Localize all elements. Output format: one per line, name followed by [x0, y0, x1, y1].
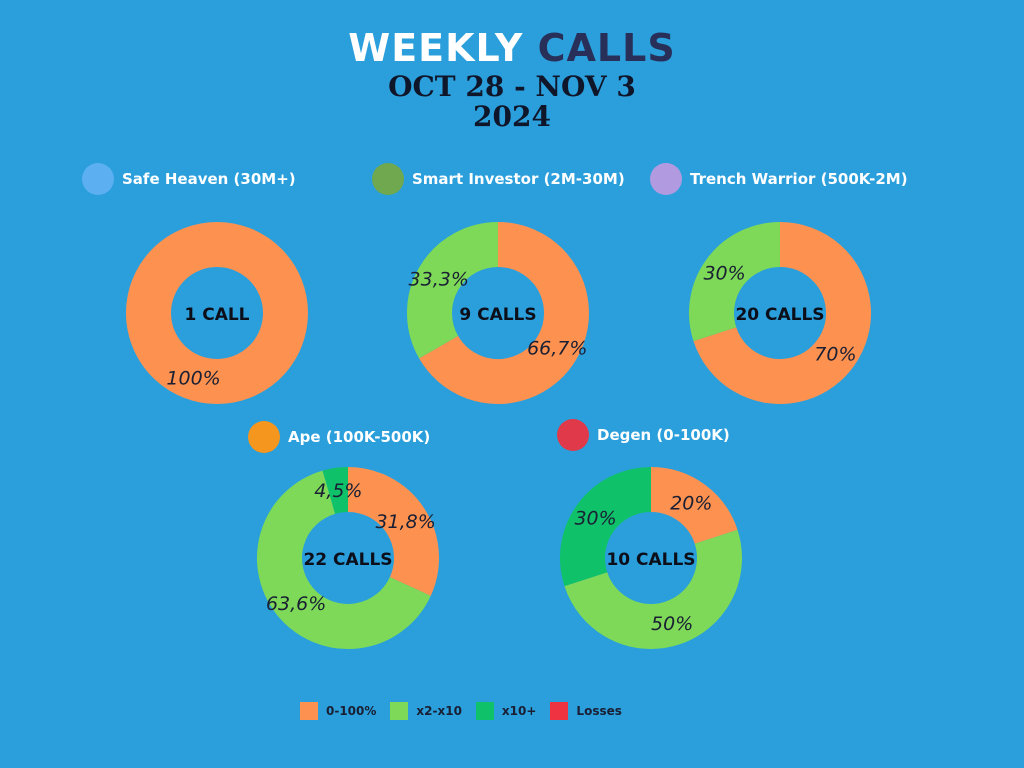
slice-label: 30%: [703, 263, 745, 285]
category-smart-investor: Smart Investor (2M-30M): [372, 163, 625, 195]
donut-slice: [257, 470, 431, 649]
slice-label: 66,7%: [527, 337, 587, 359]
category-dot: [82, 163, 114, 195]
legend-item: 0-100%: [300, 702, 376, 720]
category-label: Ape (100K-500K): [288, 428, 431, 446]
slice-label: 31,8%: [375, 511, 435, 533]
legend-swatch: [475, 702, 494, 720]
legend-item: x2-x10: [390, 702, 462, 720]
slice-label: 63,6%: [266, 593, 326, 615]
donut-center-label: 9 CALLS: [459, 305, 536, 325]
donut-slice: [693, 222, 871, 404]
title-part2: CALLS: [537, 26, 676, 70]
title-part1: WEEKLY: [348, 26, 524, 70]
legend-label: x2-x10: [416, 704, 462, 718]
slice-label: 50%: [651, 613, 693, 635]
category-label: Smart Investor (2M-30M): [412, 170, 625, 188]
category-degen: Degen (0-100K): [557, 419, 730, 451]
legend-label: x10+: [501, 704, 537, 718]
donut-slice: [564, 529, 742, 649]
category-dot: [557, 419, 589, 451]
category-label: Degen (0-100K): [597, 426, 730, 444]
slice-label: 4,5%: [314, 480, 362, 502]
category-dot: [372, 163, 404, 195]
donut-slice: [407, 222, 500, 359]
year: 2024: [473, 100, 551, 133]
donut-slice: [126, 222, 308, 404]
legend-item: Losses: [550, 702, 622, 720]
donut-slice: [649, 467, 738, 545]
donut-slice: [560, 467, 653, 587]
category-safe-heaven: Safe Heaven (30M+): [82, 163, 296, 195]
chart-title: WEEKLY CALLS: [0, 26, 1024, 70]
slice-label: 33,3%: [409, 269, 469, 291]
legend-swatch: [300, 702, 318, 720]
category-trench-warrior: Trench Warrior (500K-2M): [650, 163, 908, 195]
legend: 0-100% x2-x10 x10+ Losses: [300, 702, 622, 720]
donut-slice: [322, 467, 349, 515]
category-ape: Ape (100K-500K): [248, 421, 430, 453]
date-range: OCT 28 - NOV 3: [388, 70, 636, 103]
slice-label: 20%: [670, 493, 712, 515]
donut-center-label: 22 CALLS: [303, 550, 392, 570]
legend-swatch: [550, 702, 569, 720]
legend-label: Losses: [576, 704, 622, 718]
category-dot: [248, 421, 280, 453]
donut-center-label: 1 CALL: [184, 305, 249, 325]
slice-label: 70%: [814, 343, 856, 365]
category-dot: [650, 163, 682, 195]
donut-center-label: 20 CALLS: [735, 305, 824, 325]
donut-slice: [346, 467, 439, 596]
legend-item: x10+: [475, 702, 537, 720]
donut-slice: [419, 222, 589, 404]
slice-label: 30%: [574, 508, 616, 530]
donut-slice: [689, 222, 782, 342]
category-label: Trench Warrior (500K-2M): [690, 170, 908, 188]
slice-label: 100%: [166, 367, 220, 389]
legend-swatch: [390, 702, 409, 720]
legend-label: 0-100%: [326, 704, 377, 718]
category-label: Safe Heaven (30M+): [122, 170, 296, 188]
donut-center-label: 10 CALLS: [606, 550, 695, 570]
